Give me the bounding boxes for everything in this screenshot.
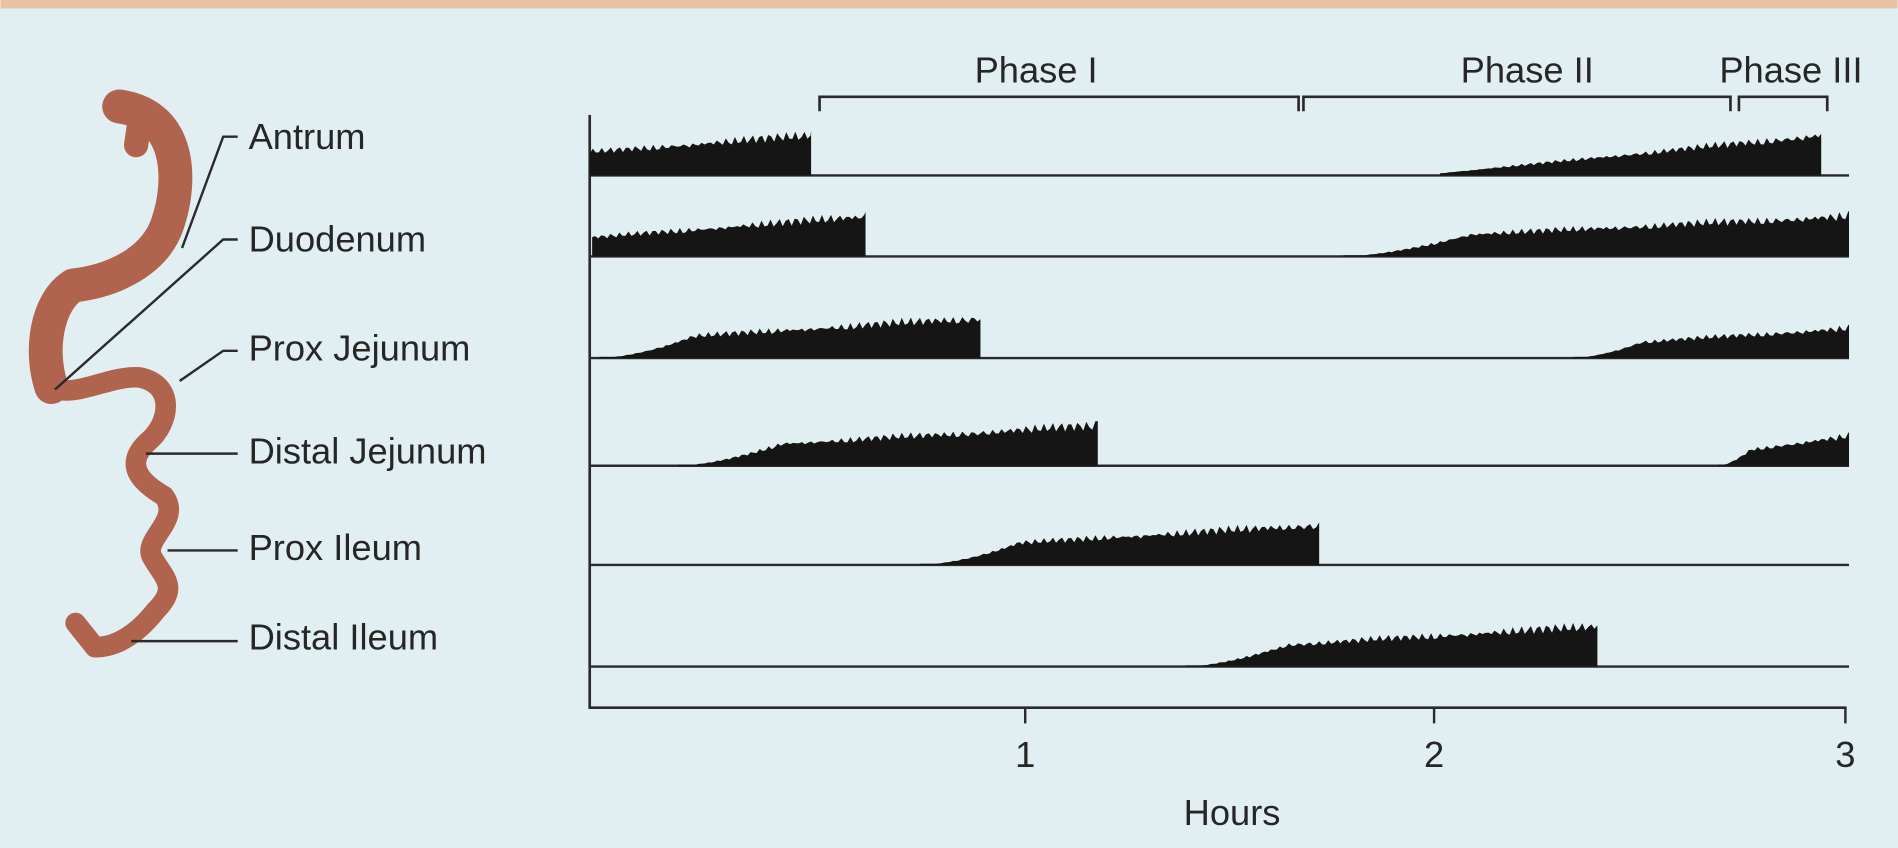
x-tick-label: 1 xyxy=(1015,734,1035,775)
activity-burst xyxy=(1186,621,1598,667)
segment-label: Prox Jejunum xyxy=(249,327,471,368)
phase-label: Phase II xyxy=(1461,49,1594,90)
segment-label: Duodenum xyxy=(249,219,426,260)
activity-burst xyxy=(1573,324,1850,359)
segment-label: Distal Ileum xyxy=(249,617,439,658)
gut-illustration xyxy=(28,89,193,658)
segment-label: Distal Jejunum xyxy=(249,430,487,471)
activity-burst xyxy=(1343,210,1850,257)
activity-burst xyxy=(919,520,1320,565)
leader-lines xyxy=(54,135,238,643)
leader-line xyxy=(54,238,238,391)
phase-label: Phase I xyxy=(975,49,1098,90)
intestine xyxy=(41,367,179,658)
x-tick-label: 3 xyxy=(1835,734,1855,775)
activity-burst xyxy=(1440,130,1822,176)
traces xyxy=(589,130,1850,668)
activity-burst xyxy=(589,130,812,176)
phase-bracket xyxy=(1737,95,1829,112)
top-strip xyxy=(0,0,1898,9)
phase-label: Phase III xyxy=(1719,49,1862,90)
leader-line xyxy=(178,349,238,383)
stomach xyxy=(28,89,193,405)
segment-label: Prox Ileum xyxy=(249,527,422,568)
activity-burst xyxy=(1718,432,1850,466)
axis xyxy=(588,114,1847,710)
activity-burst xyxy=(592,211,866,257)
segment-label: Antrum xyxy=(249,116,366,157)
x-tick-label: 2 xyxy=(1424,734,1444,775)
x-axis-title: Hours xyxy=(1184,792,1281,833)
activity-burst xyxy=(678,421,1098,466)
phase-bracket xyxy=(1302,95,1732,112)
activity-burst xyxy=(599,313,981,359)
stomach-top xyxy=(104,91,154,158)
phase-bracket xyxy=(818,95,1300,112)
leader-line xyxy=(180,135,238,249)
